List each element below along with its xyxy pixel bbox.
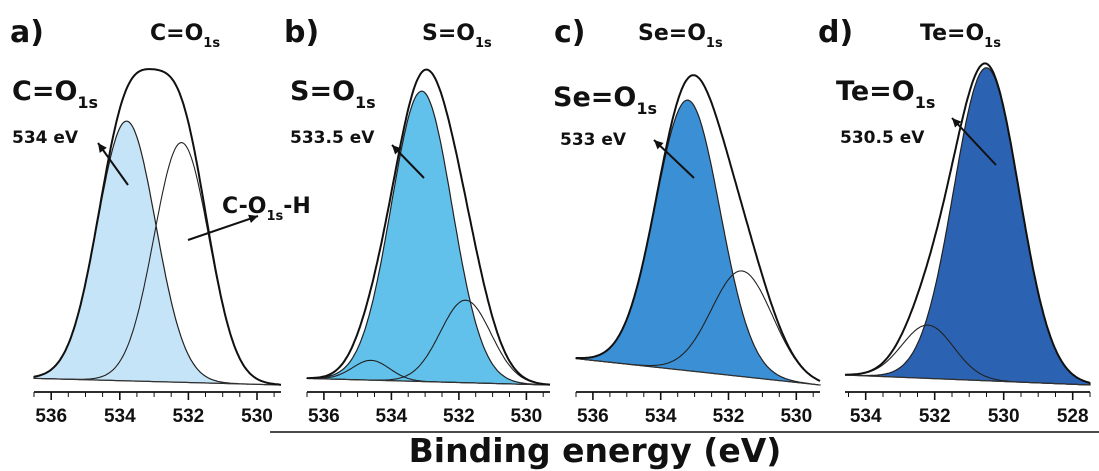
peak-label: Se=O1s [553,82,657,118]
x-axis-label: Binding energy (eV) [409,431,782,470]
panel-b: 536 534 532 530 b) S=O1s S=O1s 533.5 eV [284,15,551,427]
peak-arrow-head [98,143,107,153]
x-tick-label: 534 [850,406,882,427]
panel-label: b) [284,15,319,50]
x-tick-label: 532 [919,406,951,427]
x-tick-label: 536 [35,406,67,427]
panel-label: a) [10,15,44,50]
second-component-label: C-O1s-H [222,194,311,224]
peak-label: C=O1s [12,76,98,112]
x-tick-label: 530 [988,406,1020,427]
x-tick-label: 532 [173,406,205,427]
envelope-curve [845,62,1091,384]
peak-energy-label: 534 eV [12,128,79,148]
panel-title: Se=O1s [638,21,723,51]
peak-energy-label: 530.5 eV [840,128,925,148]
peak-arrow-head [952,118,962,128]
peak-arrow-head [654,140,664,150]
peak-arrow [951,117,997,166]
panel-d: 534 532 530 528 d) Te=O1s Te=O1s 530.5 eV [818,15,1091,427]
panel-label: c) [554,15,586,50]
second-arrow [187,215,259,241]
panel-a: 536 534 532 530 a) C=O1s C=O1s 534 eV C-O1s-H [10,15,311,427]
x-tick-label: 534 [376,406,408,427]
envelope-curve [307,68,551,386]
x-tick-label: 528 [1057,406,1089,427]
series-0-area [33,120,281,386]
x-tick-label: 534 [645,406,677,427]
peak-energy-label: 533.5 eV [290,128,375,148]
peak-label: S=O1s [290,76,376,112]
x-tick-label: 532 [443,406,475,427]
baseline [33,377,281,386]
baseline [575,358,821,386]
panel-title: C=O1s [150,21,220,51]
baseline [307,377,550,386]
x-tick-label: 536 [577,406,609,427]
peak-energy-label: 533 eV [560,130,627,150]
panel-label: d) [818,15,853,50]
panel-title: S=O1s [422,21,492,51]
envelope-curve [576,74,821,382]
x-tick-label: 532 [713,406,745,427]
baseline [844,374,1091,386]
peak-arrow-head [392,145,402,155]
panel-c: 536 534 532 530 c) Se=O1s Se=O1s 533 eV [553,15,821,427]
panel-title: Te=O1s [920,21,1001,51]
x-tick-label: 530 [241,406,273,427]
x-tick-label: 530 [511,406,543,427]
second-arrow-head [248,214,258,223]
x-tick-label: 534 [104,406,136,427]
x-tick-label: 530 [780,406,812,427]
peak-label: Te=O1s [836,76,935,112]
peak-arrow [653,139,695,179]
x-tick-label: 536 [308,406,340,427]
envelope-curve [33,68,282,386]
series-0-area [844,67,1091,386]
